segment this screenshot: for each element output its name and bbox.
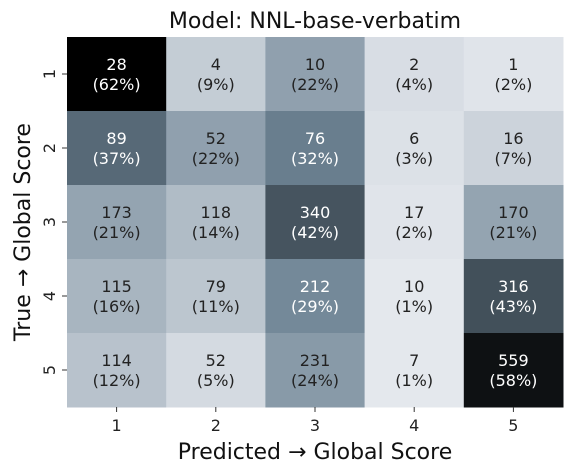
y-tick-label-3: 3	[40, 217, 59, 227]
x-tick-label-1: 1	[112, 416, 122, 435]
heatmap-cell-label-r2-c1: 89 (37%)	[93, 129, 141, 168]
heatmap-cell-label-r3-c3: 340 (42%)	[291, 203, 339, 242]
heatmap-cell-r4-c1	[67, 259, 167, 334]
heatmap-cell-r5-c4	[364, 333, 465, 408]
heatmap-cell-label-r4-c1: 115 (16%)	[93, 277, 141, 316]
heatmap-cell-r3-c3	[265, 185, 366, 260]
heatmap-cell-label-r3-c1: 173 (21%)	[93, 203, 141, 242]
x-axis-ticks: 1 2 3 4 5	[112, 407, 518, 435]
heatmap-cell-r4-c5	[463, 259, 564, 334]
y-tick-label-1: 1	[40, 69, 59, 79]
heatmap-cell-r5-c3	[265, 333, 366, 408]
heatmap-cell-label-r5-c4: 7 (1%)	[395, 351, 433, 390]
heatmap-cell-label-r4-c5: 316 (43%)	[489, 277, 537, 316]
chart-title: Model: NNL-base-verbatim	[169, 9, 461, 34]
heatmap-cell-label-r5-c3: 231 (24%)	[291, 351, 339, 390]
heatmap-cell-label-r2-c5: 16 (7%)	[494, 129, 532, 168]
heatmap-cell-label-r4-c2: 79 (11%)	[192, 277, 240, 316]
heatmap-cell-r3-c1	[67, 185, 167, 260]
heatmap-cell-r2-c1	[67, 111, 167, 186]
heatmap-cell-r1-c4	[364, 37, 465, 112]
heatmap-cell-label-r5-c1: 114 (12%)	[93, 351, 141, 390]
y-tick-label-5: 5	[40, 365, 59, 375]
heatmap-cell-r3-c4	[364, 185, 465, 260]
heatmap-cell-label-r3-c4: 17 (2%)	[395, 203, 433, 242]
heatmap-cell-label-r1-c2: 4 (9%)	[197, 55, 235, 94]
x-tick-label-4: 4	[409, 416, 419, 435]
heatmap-cell-label-r3-c2: 118 (14%)	[192, 203, 240, 242]
heatmap-cell-label-r1-c5: 1 (2%)	[494, 55, 532, 94]
y-axis-ticks: 1 2 3 4 5	[40, 69, 67, 375]
heatmap-cell-r5-c5	[463, 333, 564, 408]
heatmap-cell-r4-c3	[265, 259, 366, 334]
heatmap-cell-label-r3-c5: 170 (21%)	[489, 203, 537, 242]
heatmap-cell-label-r1-c4: 2 (4%)	[395, 55, 433, 94]
heatmap-cell-label-r2-c4: 6 (3%)	[395, 129, 433, 168]
heatmap-cell-r2-c4	[364, 111, 465, 186]
heatmap-cell-r4-c2	[166, 259, 266, 334]
heatmap-cell-r1-c1	[67, 37, 167, 112]
x-tick-label-3: 3	[310, 416, 320, 435]
heatmap-cell-r3-c5	[463, 185, 564, 260]
x-tick-label-2: 2	[211, 416, 221, 435]
heatmap-cell-label-r2-c3: 76 (32%)	[291, 129, 339, 168]
heatmap-cell-label-r1-c3: 10 (22%)	[291, 55, 339, 94]
heatmap-cell-label-r4-c3: 212 (29%)	[291, 277, 339, 316]
heatmap-cell-label-r5-c2: 52 (5%)	[197, 351, 235, 390]
heatmap-cell-r5-c1	[67, 333, 167, 408]
heatmap-cell-r2-c3	[265, 111, 366, 186]
heatmap-cell-label-r1-c1: 28 (62%)	[93, 55, 141, 94]
heatmap-cell-r2-c2	[166, 111, 266, 186]
heatmap-cell-label-r4-c4: 10 (1%)	[395, 277, 433, 316]
y-tick-label-2: 2	[40, 143, 59, 153]
y-axis-label: True → Global Score	[11, 123, 36, 342]
x-tick-label-5: 5	[508, 416, 518, 435]
heatmap-cell-r3-c2	[166, 185, 266, 260]
heatmap-cell-r1-c5	[463, 37, 564, 112]
heatmap-cell-label-r5-c5: 559 (58%)	[489, 351, 537, 390]
y-tick-label-4: 4	[40, 291, 59, 301]
heatmap-cell-label-r2-c2: 52 (22%)	[192, 129, 240, 168]
heatmap-cells: 28 (62%) 4 (9%) 10 (22%) 2 (4%) 1 (2%) 89 (37%) 52 (2…	[67, 37, 564, 408]
heatmap-cell-r5-c2	[166, 333, 266, 408]
heatmap-cell-r1-c3	[265, 37, 366, 112]
heatmap-cell-r4-c4	[364, 259, 465, 334]
x-axis-label: Predicted → Global Score	[178, 440, 452, 465]
heatmap-cell-r1-c2	[166, 37, 266, 112]
heatmap-cell-r2-c5	[463, 111, 564, 186]
